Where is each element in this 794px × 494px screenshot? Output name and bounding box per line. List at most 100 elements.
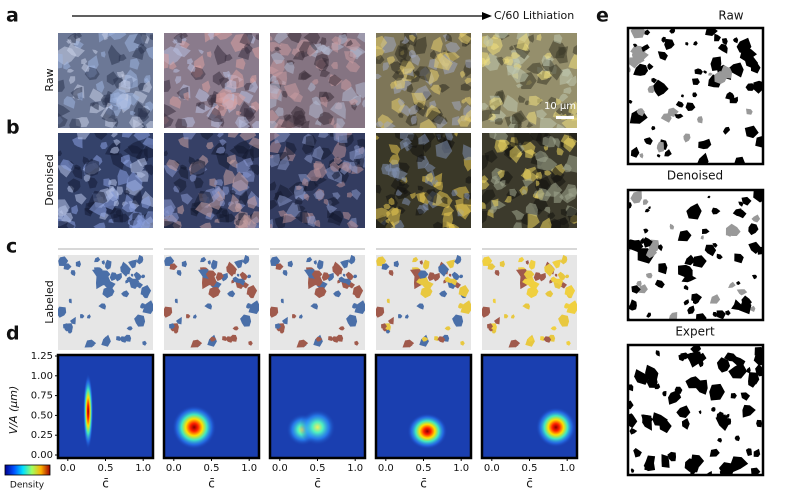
particle	[338, 276, 347, 284]
particle	[331, 336, 340, 343]
seg-particle	[709, 383, 725, 401]
grain	[138, 43, 147, 55]
particle	[386, 298, 390, 304]
grain	[116, 186, 124, 196]
grain	[164, 199, 176, 216]
grain	[430, 84, 442, 95]
particle	[560, 255, 568, 265]
grain	[60, 159, 74, 172]
x-tick-label: 0.0	[484, 463, 500, 474]
particle	[333, 290, 342, 298]
particle	[282, 316, 288, 325]
particle	[119, 336, 128, 343]
grain	[482, 180, 490, 190]
particle	[446, 259, 455, 269]
panel-label: a	[6, 5, 19, 27]
grain	[329, 161, 340, 172]
seg-particle	[660, 113, 672, 123]
x-tick-label: 1.0	[135, 463, 151, 474]
particle	[225, 336, 234, 343]
x-tick-label: 0.5	[98, 463, 114, 474]
seg-particle	[687, 305, 695, 315]
particle	[134, 314, 146, 327]
particle	[141, 274, 146, 279]
seg-particle	[739, 300, 752, 315]
grain	[77, 91, 84, 101]
particle	[346, 314, 358, 327]
grain	[523, 168, 532, 181]
grain	[76, 133, 90, 140]
seg-particle	[696, 379, 708, 395]
x-axis-label: c̄	[314, 477, 321, 491]
grain	[72, 166, 83, 180]
seg-particle	[693, 255, 707, 268]
seg-particle	[756, 419, 763, 428]
grain	[547, 212, 556, 220]
grain	[306, 215, 317, 228]
grain	[297, 204, 306, 212]
segmentation	[628, 28, 763, 164]
x-axis-label: c̄	[420, 477, 427, 491]
grain	[445, 33, 452, 42]
grain	[89, 88, 105, 102]
grain	[432, 221, 446, 228]
seg-particle	[694, 357, 699, 365]
grain	[117, 169, 129, 186]
seg-particle	[719, 469, 726, 475]
seg-particle	[753, 80, 763, 94]
particle	[204, 303, 212, 310]
particle	[460, 340, 465, 346]
particle	[564, 285, 576, 298]
scale-bar-label: 10 μm	[544, 101, 576, 112]
scale-bar	[556, 116, 574, 119]
particle	[292, 314, 297, 319]
seg-particle	[738, 201, 744, 207]
particle	[460, 300, 471, 314]
grain	[398, 112, 404, 118]
grain	[323, 199, 329, 206]
grain	[129, 159, 145, 174]
x-tick-label: 0.5	[416, 463, 432, 474]
particle	[417, 270, 429, 279]
micrograph	[482, 133, 577, 228]
grain	[223, 169, 235, 186]
grain	[417, 185, 424, 191]
grain	[222, 186, 230, 196]
grain	[287, 33, 302, 44]
seg-particle	[725, 91, 735, 101]
grain	[435, 140, 453, 159]
grain	[422, 203, 429, 211]
grain	[332, 142, 347, 161]
grain	[235, 58, 246, 70]
grain	[441, 196, 448, 205]
particle	[142, 340, 147, 346]
grain	[274, 33, 289, 44]
grain	[510, 52, 521, 59]
grain	[415, 191, 426, 204]
grain	[376, 185, 382, 194]
particle	[344, 278, 352, 286]
seg-particle	[750, 467, 761, 475]
seg-particle	[686, 203, 702, 220]
grain	[494, 33, 509, 39]
seg-particle	[628, 400, 634, 410]
density-plot	[164, 355, 259, 458]
grain	[535, 180, 540, 187]
grain	[295, 210, 309, 225]
grain	[83, 173, 91, 182]
seg-particle	[698, 352, 707, 362]
grain	[130, 110, 136, 116]
micrograph	[164, 133, 259, 228]
seg-particle	[664, 149, 672, 157]
seg-particle	[695, 313, 707, 320]
grain	[482, 109, 493, 122]
grain	[301, 178, 309, 187]
grain	[376, 73, 382, 80]
particle	[58, 306, 67, 318]
seg-particle	[636, 280, 642, 287]
grain	[173, 178, 187, 193]
x-tick-label: 0.0	[378, 463, 394, 474]
particle	[192, 314, 197, 319]
grain	[424, 189, 438, 204]
seg-particle	[700, 235, 704, 240]
